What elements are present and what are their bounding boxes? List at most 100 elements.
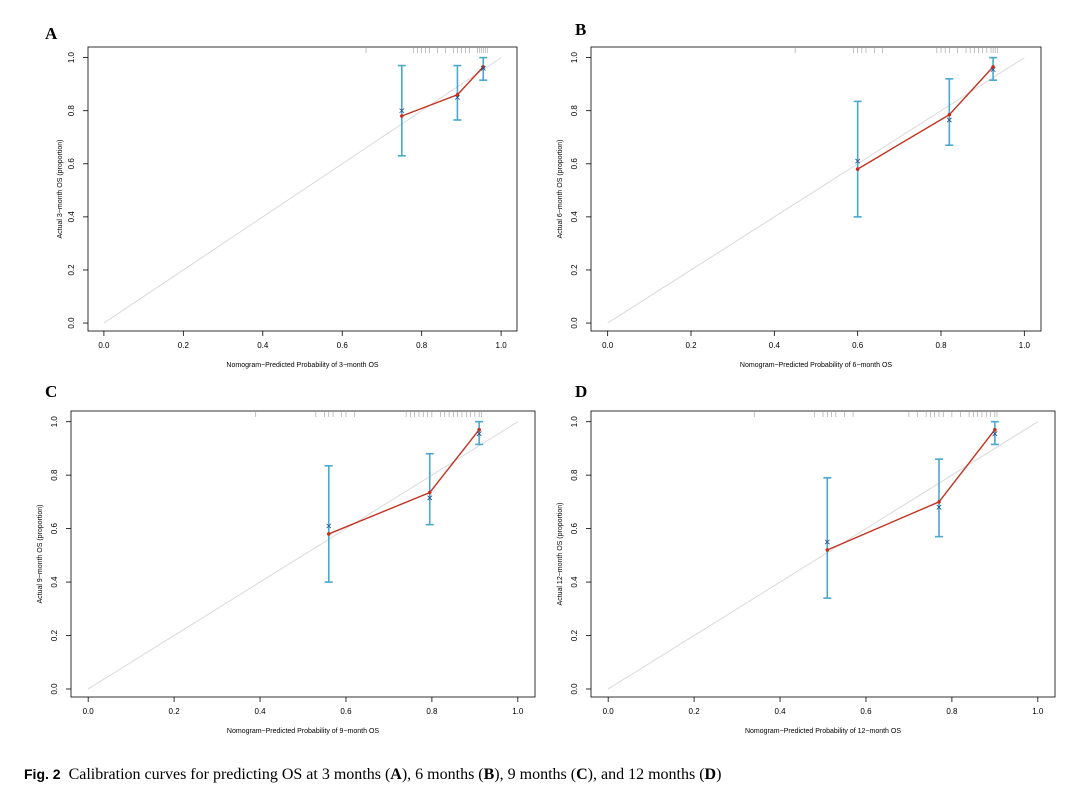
x-tick-label: 0.0 (83, 707, 95, 716)
x-tick-label: 1.0 (1019, 341, 1031, 350)
y-tick-label: 1.0 (570, 416, 579, 428)
y-tick-label: 0.4 (570, 576, 579, 588)
x-axis-title: Nomogram−Predicted Probability of 9−mont… (227, 728, 379, 735)
x-tick-label: 1.0 (1032, 707, 1044, 716)
panel-letter-a: A (45, 24, 58, 43)
observed-point (477, 427, 481, 432)
panel-letter-c: C (45, 382, 58, 401)
x-tick-label: 0.6 (337, 341, 349, 350)
x-tick-label: 0.4 (769, 341, 781, 350)
observed-point (326, 532, 331, 536)
x-tick-label: 1.0 (512, 707, 524, 716)
corrected-marker (992, 431, 998, 437)
panel-c: C 0.0 0.2 0.4 0.6 0.8 1.0 0.0 0.2 0.4 0.6 0.8 1.0 No… (0, 0, 539, 760)
x-tick-label: 0.8 (426, 707, 438, 716)
caption-text-1: Calibration curves for predicting OS at … (68, 766, 391, 783)
panel-d: D 0.0 0.2 0.4 0.6 0.8 1.0 0.0 0.2 0.4 0.6 0.8 1.0 No… (557, 382, 1056, 735)
calibration-chart-a: 0.0 0.2 0.4 0.6 0.8 1.0 0.0 0.2 0.4 0.6 0.8 1.0 Nomo… (57, 46, 518, 369)
observed-point (400, 114, 404, 118)
corrected-marker (480, 65, 486, 71)
y-tick-label: 0.6 (570, 522, 579, 534)
y-axis-title: Actual 12−month OS (proportion) (557, 503, 564, 606)
observed-point (427, 490, 432, 495)
figure-label: Fig. 2 (24, 766, 61, 782)
corrected-marker (476, 431, 482, 437)
y-axis-title: Actual 9−month OS (proportion) (37, 504, 44, 603)
corrected-marker (427, 495, 433, 501)
x-tick-label: 0.2 (178, 341, 190, 350)
y-tick-label: 0.8 (570, 469, 579, 481)
caption-ref-a: A (390, 766, 402, 783)
caption-ref-c: C (576, 766, 588, 783)
observed-line (827, 429, 996, 551)
ideal-line (607, 421, 1039, 690)
x-axis-title: Nomogram−Predicted Probability of 3−mont… (226, 362, 378, 369)
y-tick-label: 0.6 (67, 158, 76, 170)
y-tick-label: 0.2 (570, 264, 579, 276)
plot-frame (87, 46, 518, 332)
calibration-chart-b: 0.0 0.2 0.4 0.6 0.8 1.0 0.0 0.2 0.4 0.6 0.8 1.0 Nomo… (557, 46, 1042, 369)
corrected-marker (454, 94, 460, 100)
y-tick-label: 0.2 (570, 629, 579, 641)
x-tick-label: 0.0 (603, 707, 615, 716)
y-tick-label: 0.8 (50, 469, 59, 481)
panel-letter-b: B (575, 20, 587, 39)
calibration-chart-d: 0.0 0.2 0.4 0.6 0.8 1.0 0.0 0.2 0.4 0.6 0.8 1.0 Nomo… (557, 410, 1056, 735)
observed-point (937, 500, 941, 504)
y-tick-label: 0.2 (67, 264, 76, 276)
x-tick-label: 0.6 (860, 707, 872, 716)
caption-text-3: ), 9 months ( (494, 766, 577, 783)
x-tick-label: 0.0 (98, 341, 110, 350)
x-tick-label: 0.8 (946, 707, 958, 716)
corrected-marker (399, 108, 405, 114)
observed-point (993, 427, 997, 432)
y-axis-title: Actual 3−month OS (proportion) (57, 139, 64, 238)
caption-text-4: ), and 12 months ( (587, 766, 705, 783)
observed-point (855, 167, 860, 171)
y-tick-label: 0.4 (570, 211, 579, 223)
y-tick-label: 0.0 (570, 317, 579, 329)
x-tick-label: 0.4 (774, 707, 786, 716)
ideal-line (87, 421, 519, 690)
x-tick-label: 0.2 (689, 707, 701, 716)
ideal-line (103, 57, 502, 324)
observed-point (825, 548, 830, 552)
observed-point (991, 65, 995, 69)
figure-caption: Fig. 2 Calibration curves for predicting… (24, 766, 721, 784)
x-tick-label: 0.8 (935, 341, 947, 350)
y-axis-title: Actual 6−month OS (proportion) (557, 139, 564, 238)
x-tick-label: 0.4 (254, 707, 266, 716)
observed-point (947, 112, 952, 117)
corrected-marker (990, 67, 996, 73)
corrected-marker (326, 523, 332, 529)
corrected-marker (936, 504, 942, 510)
y-tick-label: 0.8 (570, 105, 579, 117)
caption-text-2: ), 6 months ( (401, 766, 484, 783)
caption-ref-b: B (483, 766, 495, 783)
panel-b: B 0.0 0.2 0.4 0.6 0.8 1.0 0.0 0.2 0.4 0.6 0.8 1.0 No… (0, 0, 1078, 380)
y-tick-label: 0.0 (50, 683, 59, 695)
corrected-marker (855, 158, 861, 164)
y-tick-label: 0.4 (67, 211, 76, 223)
x-tick-label: 1.0 (496, 341, 508, 350)
caption-ref-d: D (704, 766, 717, 783)
corrected-marker (946, 117, 952, 123)
panel-a: A 0.0 0.2 0.4 0.6 0.8 1.0 0.0 0.2 0.4 0.6 0.8 1.0 No… (0, 0, 539, 380)
x-tick-label: 0.6 (852, 341, 864, 350)
plot-frame (70, 410, 536, 698)
y-tick-label: 1.0 (67, 52, 76, 64)
y-tick-label: 0.4 (50, 576, 59, 588)
caption-text-5: ) (716, 766, 722, 783)
corrected-marker (824, 539, 830, 545)
x-tick-label: 0.6 (340, 707, 352, 716)
observed-point (455, 92, 460, 97)
x-tick-label: 0.8 (416, 341, 428, 350)
panel-letter-d: D (575, 382, 588, 401)
y-tick-label: 0.8 (67, 105, 76, 117)
y-tick-label: 1.0 (50, 416, 59, 428)
y-tick-label: 0.2 (50, 629, 59, 641)
y-tick-label: 0.0 (67, 317, 76, 329)
x-tick-label: 0.4 (257, 341, 269, 350)
y-tick-label: 1.0 (570, 52, 579, 64)
x-tick-label: 0.2 (169, 707, 181, 716)
